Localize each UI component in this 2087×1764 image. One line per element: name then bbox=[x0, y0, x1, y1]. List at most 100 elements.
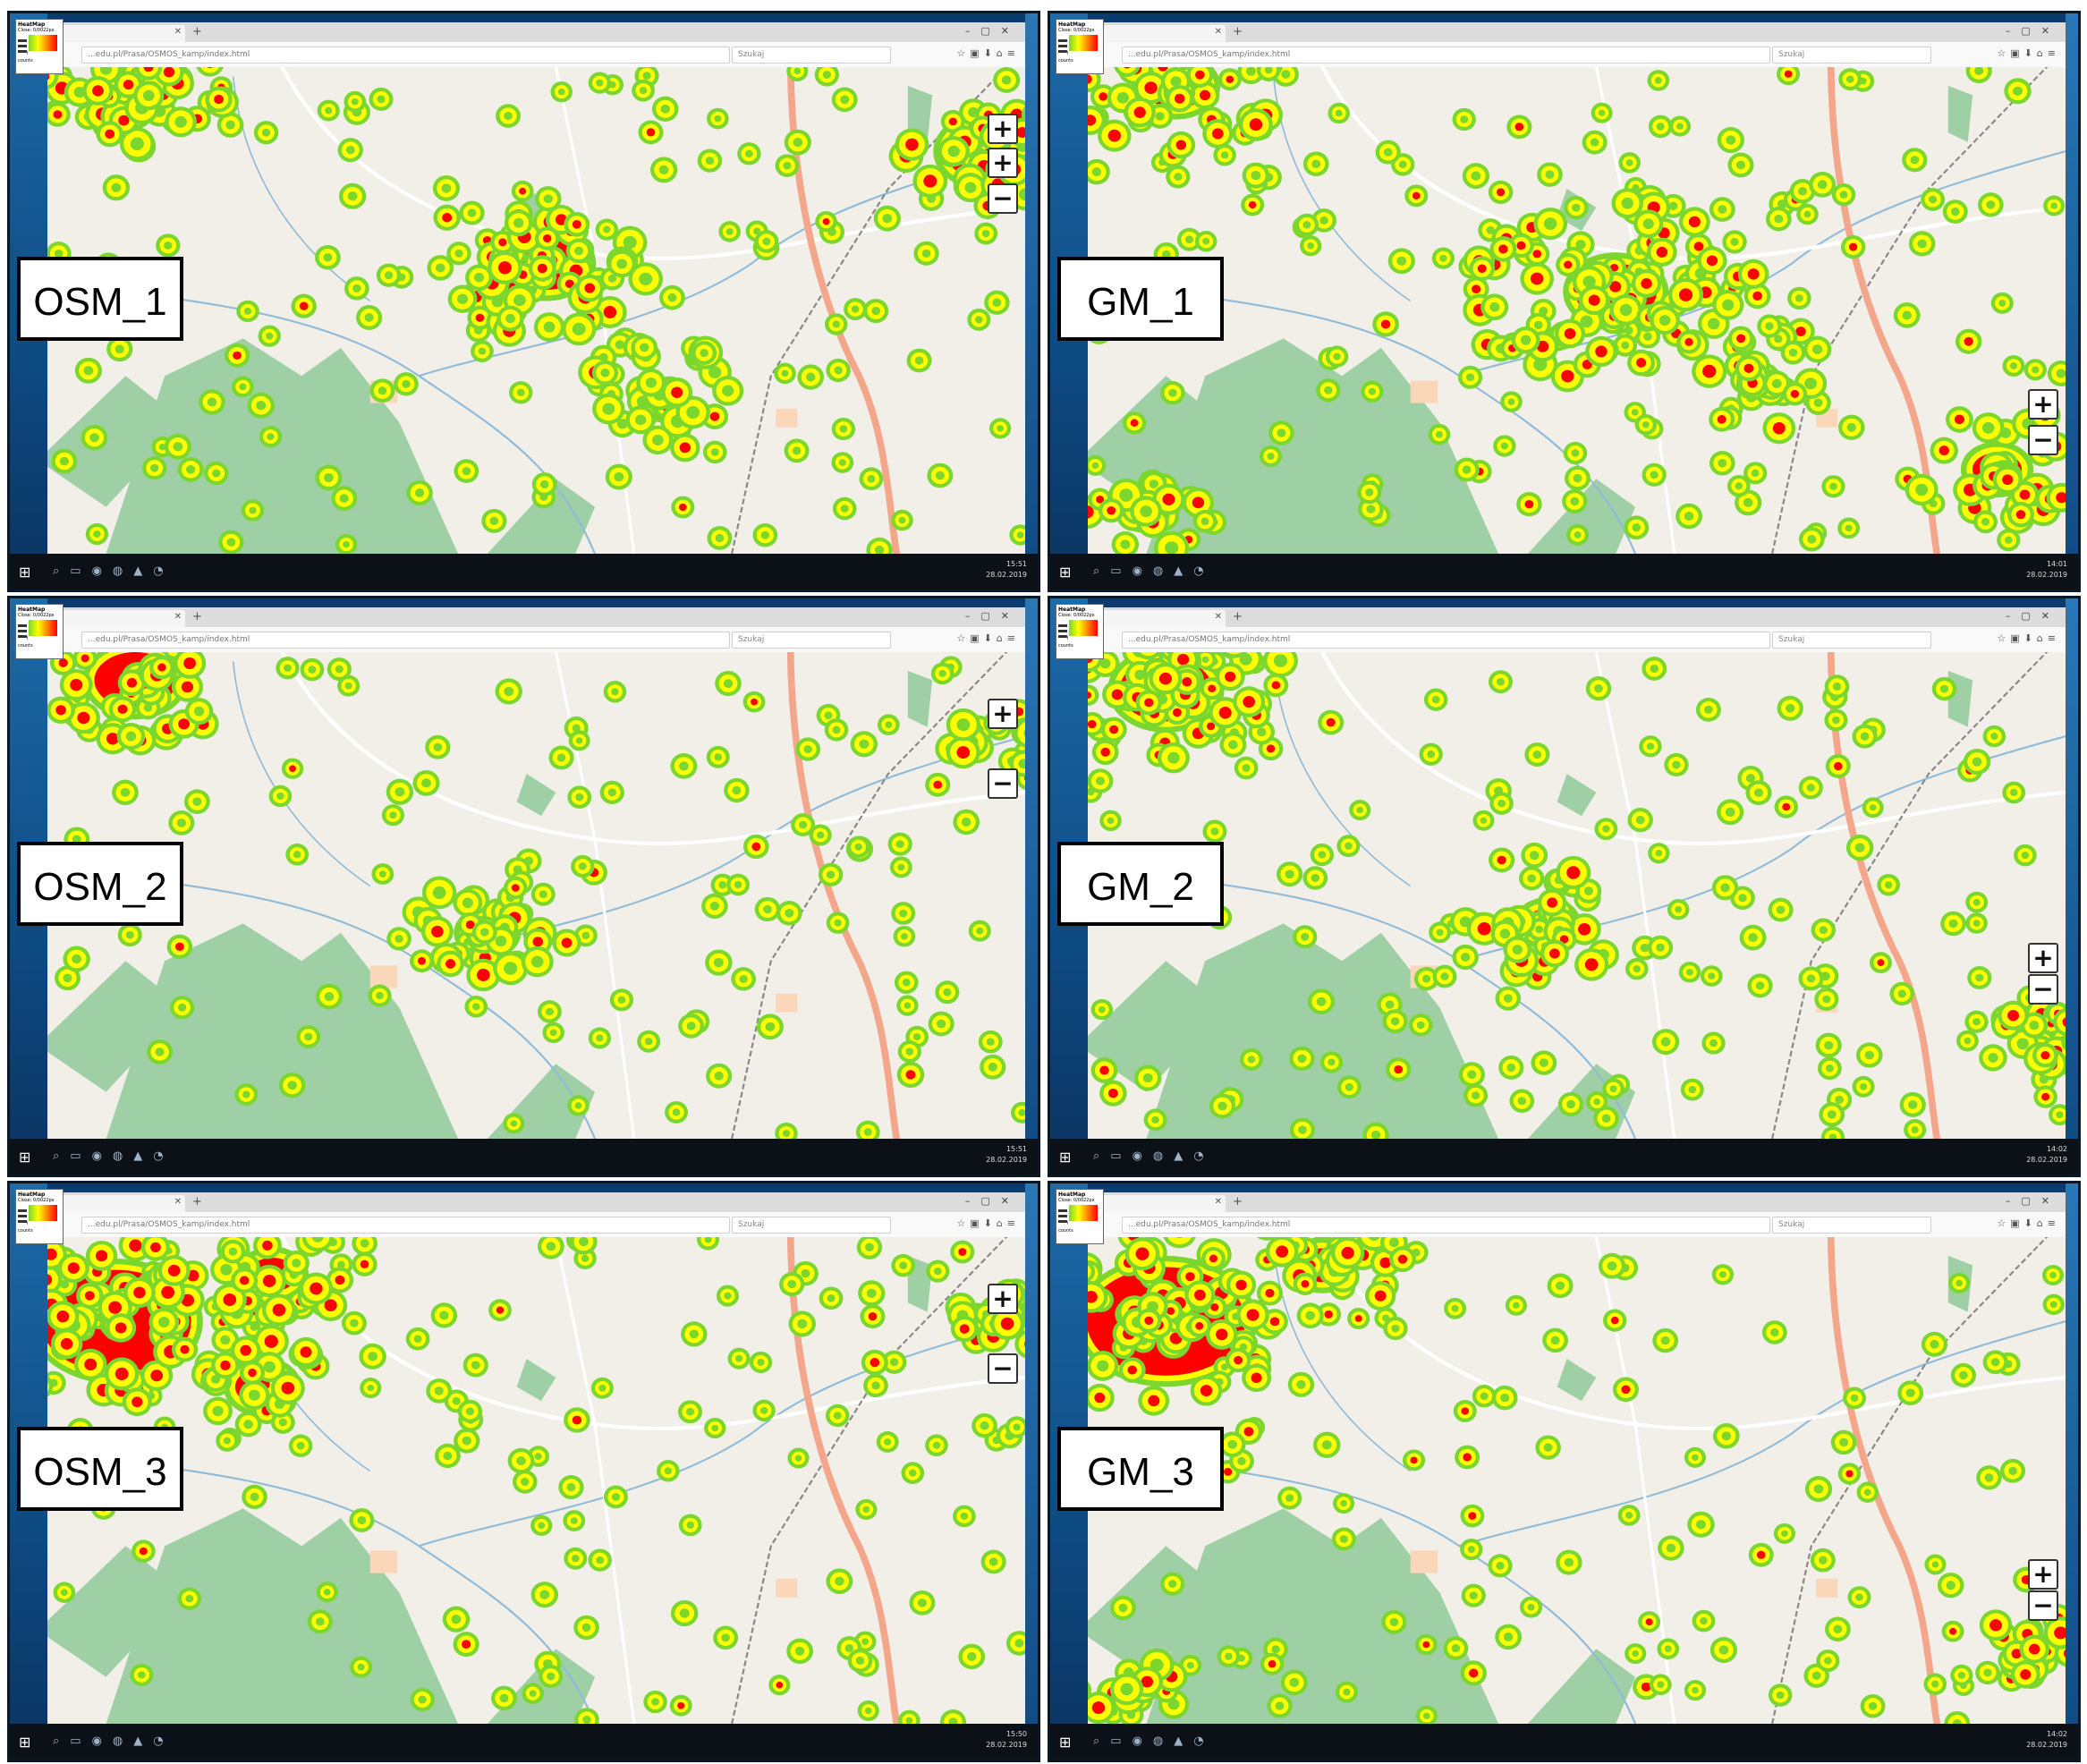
window-controls[interactable]: –▢✕ bbox=[964, 25, 1020, 37]
browser-tab[interactable]: ✕ bbox=[51, 1195, 185, 1212]
zoom-out-button[interactable]: − bbox=[988, 768, 1018, 799]
map-view[interactable]: + − bbox=[1088, 1237, 2066, 1724]
legend-gradient bbox=[29, 35, 57, 51]
window-controls[interactable]: –▢✕ bbox=[2005, 1195, 2060, 1207]
zoom-out-button[interactable]: − bbox=[2028, 1590, 2058, 1621]
browser-tab[interactable]: ✕ bbox=[51, 25, 185, 42]
browser-tab[interactable]: ✕ bbox=[1091, 25, 1226, 42]
search-input[interactable]: Szukaj bbox=[1772, 632, 1931, 649]
close-icon[interactable]: ✕ bbox=[174, 612, 182, 622]
toolbar-icons[interactable]: ☆▣⬇⌂≡ bbox=[1997, 47, 2060, 59]
zoom-out-button[interactable]: − bbox=[2028, 974, 2058, 1005]
clock-date: 28.02.2019 bbox=[2026, 1741, 2067, 1749]
close-icon[interactable]: ✕ bbox=[1214, 612, 1222, 622]
close-icon[interactable]: ✕ bbox=[174, 27, 182, 37]
search-input[interactable]: Szukaj bbox=[1772, 1217, 1931, 1234]
zoom-in-button[interactable]: + bbox=[988, 114, 1018, 144]
taskbar-app-icons[interactable]: ⌕▭◉◍▲◔ bbox=[1093, 1149, 1215, 1163]
building-parcel bbox=[369, 965, 398, 988]
window-controls[interactable]: –▢✕ bbox=[964, 610, 1020, 622]
map-view[interactable]: + − bbox=[1088, 67, 2066, 554]
zoom-in-button[interactable]: + bbox=[988, 1284, 1018, 1314]
zoom-out-button[interactable]: − bbox=[988, 183, 1018, 214]
address-toolbar: ...edu.pl/Prasa/OSMOS_kamp/index.html Sz… bbox=[47, 1212, 1025, 1238]
search-input[interactable]: Szukaj bbox=[732, 632, 891, 649]
plus-icon[interactable]: + bbox=[192, 25, 202, 38]
plus-icon[interactable]: + bbox=[192, 1195, 202, 1209]
window-controls[interactable]: –▢✕ bbox=[2005, 25, 2060, 37]
browser-window: ✕ + –▢✕ ...edu.pl/Prasa/OSMOS_kamp/index… bbox=[1088, 607, 2066, 1139]
search-input[interactable]: Szukaj bbox=[732, 47, 891, 64]
url-field[interactable]: ...edu.pl/Prasa/OSMOS_kamp/index.html bbox=[1122, 47, 1770, 64]
zoom-in-button[interactable]: + bbox=[2028, 1559, 2058, 1590]
taskbar-clock: 15:50 28.02.2019 bbox=[986, 1729, 1027, 1751]
url-field[interactable]: ...edu.pl/Prasa/OSMOS_kamp/index.html bbox=[81, 632, 730, 649]
screenshot-panel: ✕ + –▢✕ ...edu.pl/Prasa/OSMOS_kamp/index… bbox=[7, 596, 1040, 1177]
close-icon[interactable]: ✕ bbox=[174, 1197, 182, 1207]
heatmap-legend: HeatMap Close: 0/0022px 2.00 counts bbox=[15, 1189, 64, 1244]
plus-icon[interactable]: + bbox=[1233, 25, 1243, 38]
forest-area bbox=[1947, 1255, 1973, 1312]
desktop-background bbox=[1025, 1183, 1038, 1760]
toolbar-icons[interactable]: ☆▣⬇⌂≡ bbox=[956, 632, 1020, 644]
windows-start-icon[interactable]: ⊞ bbox=[1059, 1734, 1072, 1751]
toolbar-icons[interactable]: ☆▣⬇⌂≡ bbox=[1997, 632, 2060, 644]
browser-tab[interactable]: ✕ bbox=[1091, 1195, 1226, 1212]
taskbar-app-icons[interactable]: ⌕▭◉◍▲◔ bbox=[53, 1149, 174, 1163]
desktop-background bbox=[1025, 598, 1038, 1175]
plus-icon[interactable]: + bbox=[192, 610, 202, 623]
forest-area bbox=[516, 1359, 556, 1402]
close-icon[interactable]: ✕ bbox=[1214, 1197, 1222, 1207]
browser-tab[interactable]: ✕ bbox=[51, 610, 185, 627]
forest-area bbox=[1088, 1546, 1226, 1677]
legend-title: HeatMap bbox=[1058, 1192, 1086, 1198]
stream-line bbox=[418, 150, 1025, 377]
taskbar-app-icons[interactable]: ⌕▭◉◍▲◔ bbox=[1093, 564, 1215, 578]
windows-start-icon[interactable]: ⊞ bbox=[1059, 564, 1072, 581]
zoom-in-button[interactable]: + bbox=[2028, 943, 2058, 973]
zoom-in-button[interactable]: + bbox=[988, 699, 1018, 729]
windows-start-icon[interactable]: ⊞ bbox=[19, 564, 31, 581]
address-toolbar: ...edu.pl/Prasa/OSMOS_kamp/index.html Sz… bbox=[1088, 42, 2066, 68]
toolbar-icons[interactable]: ☆▣⬇⌂≡ bbox=[956, 47, 1020, 59]
windows-start-icon[interactable]: ⊞ bbox=[19, 1149, 31, 1166]
windows-start-icon[interactable]: ⊞ bbox=[19, 1734, 31, 1751]
windows-start-icon[interactable]: ⊞ bbox=[1059, 1149, 1072, 1166]
forest-area bbox=[1947, 85, 1973, 142]
window-controls[interactable]: –▢✕ bbox=[964, 1195, 1020, 1207]
plus-icon[interactable]: + bbox=[1233, 610, 1243, 623]
map-view[interactable]: + + − bbox=[47, 67, 1025, 554]
zoom-out-button[interactable]: − bbox=[988, 1353, 1018, 1384]
stream-line bbox=[1458, 735, 2066, 963]
panel-label: OSM_2 bbox=[17, 842, 183, 926]
search-input[interactable]: Szukaj bbox=[1772, 47, 1931, 64]
toolbar-icons[interactable]: ☆▣⬇⌂≡ bbox=[956, 1217, 1020, 1229]
window-controls[interactable]: –▢✕ bbox=[2005, 610, 2060, 622]
url-field[interactable]: ...edu.pl/Prasa/OSMOS_kamp/index.html bbox=[81, 1217, 730, 1234]
browser-tab[interactable]: ✕ bbox=[1091, 610, 1226, 627]
url-field[interactable]: ...edu.pl/Prasa/OSMOS_kamp/index.html bbox=[1122, 1217, 1770, 1234]
url-field[interactable]: ...edu.pl/Prasa/OSMOS_kamp/index.html bbox=[1122, 632, 1770, 649]
screenshot-panel: ✕ + –▢✕ ...edu.pl/Prasa/OSMOS_kamp/index… bbox=[7, 11, 1040, 592]
legend-title: HeatMap bbox=[1058, 21, 1086, 28]
map-view[interactable]: + − bbox=[47, 652, 1025, 1139]
zoom-in-button[interactable]: + bbox=[988, 148, 1018, 178]
close-icon[interactable]: ✕ bbox=[1214, 27, 1222, 37]
map-view[interactable]: + − bbox=[47, 1237, 1025, 1724]
plus-icon[interactable]: + bbox=[1233, 1195, 1243, 1209]
zoom-in-button[interactable]: + bbox=[2028, 389, 2058, 420]
clock-date: 28.02.2019 bbox=[986, 1156, 1027, 1164]
search-input[interactable]: Szukaj bbox=[732, 1217, 891, 1234]
stream-line bbox=[1272, 1246, 1412, 1472]
taskbar-app-icons[interactable]: ⌕▭◉◍▲◔ bbox=[53, 564, 174, 578]
forest-area bbox=[1557, 189, 1597, 232]
map-view[interactable]: + − bbox=[1088, 652, 2066, 1139]
url-field[interactable]: ...edu.pl/Prasa/OSMOS_kamp/index.html bbox=[81, 47, 730, 64]
taskbar-app-icons[interactable]: ⌕▭◉◍▲◔ bbox=[1093, 1734, 1215, 1748]
zoom-out-button[interactable]: − bbox=[2028, 425, 2058, 455]
stream-line bbox=[418, 1320, 1025, 1548]
forest-area bbox=[1557, 1359, 1597, 1402]
taskbar-app-icons[interactable]: ⌕▭◉◍▲◔ bbox=[53, 1734, 174, 1748]
browser-window: ✕ + –▢✕ ...edu.pl/Prasa/OSMOS_kamp/index… bbox=[47, 607, 1025, 1139]
toolbar-icons[interactable]: ☆▣⬇⌂≡ bbox=[1997, 1217, 2060, 1229]
